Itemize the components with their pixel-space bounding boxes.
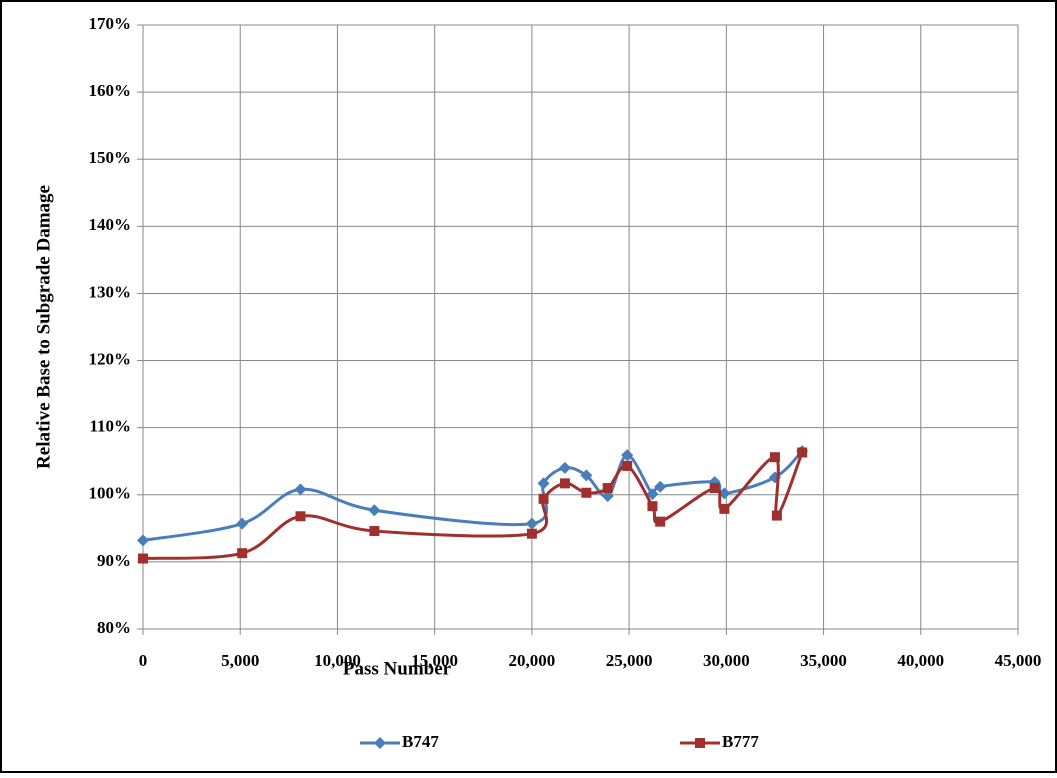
marker — [526, 528, 537, 539]
y-tick-label: 90% — [97, 551, 131, 570]
marker — [719, 503, 730, 514]
series-line — [142, 451, 804, 561]
marker — [559, 478, 570, 489]
y-tick-label: 160% — [89, 81, 132, 100]
marker — [295, 511, 306, 522]
marker — [525, 517, 538, 530]
marker — [647, 501, 658, 512]
marker — [655, 516, 666, 527]
x-tick-label: 10,000 — [314, 651, 361, 670]
marker — [646, 488, 659, 501]
x-tick-label: 20,000 — [509, 651, 556, 670]
marker — [374, 737, 386, 749]
y-axis-title: Relative Base to Subgrade Damage — [33, 185, 54, 469]
plot-border — [142, 24, 1019, 630]
y-tick-label: 150% — [89, 148, 132, 167]
marker — [769, 452, 780, 463]
x-tick-label: 25,000 — [606, 651, 653, 670]
marker — [538, 493, 549, 504]
marker — [601, 490, 614, 503]
y-tick-label: 130% — [89, 282, 132, 301]
marker — [537, 477, 550, 490]
marker — [718, 487, 731, 500]
y-tick-label: 140% — [89, 215, 132, 234]
y-tick-label: 100% — [89, 484, 132, 503]
y-tick-label: 120% — [89, 349, 132, 368]
marker — [602, 483, 613, 494]
marker — [580, 469, 593, 482]
marker — [137, 534, 149, 547]
marker — [558, 461, 571, 474]
y-tick-label: 110% — [89, 417, 131, 436]
x-axis-title: Pass Number — [343, 658, 452, 679]
x-tick-label: 40,000 — [897, 651, 944, 670]
marker — [797, 447, 808, 458]
marker — [138, 553, 148, 564]
marker — [236, 517, 249, 530]
x-tick-label: 15,000 — [411, 651, 458, 670]
y-tick-label: 80% — [97, 618, 131, 637]
x-tick-label: 0 — [139, 651, 148, 670]
marker — [621, 449, 634, 462]
marker — [622, 460, 633, 471]
x-tick-label: 35,000 — [800, 651, 847, 670]
marker — [294, 483, 307, 496]
y-tick-label: 170% — [89, 14, 132, 33]
marker — [695, 738, 705, 748]
marker — [237, 548, 248, 559]
marker — [709, 483, 720, 494]
marker — [581, 487, 592, 498]
marker — [369, 526, 380, 537]
x-tick-label: 45,000 — [995, 651, 1042, 670]
legend-label: B777 — [722, 732, 759, 751]
legend-label: B747 — [402, 732, 439, 751]
marker — [654, 480, 667, 493]
x-tick-label: 30,000 — [703, 651, 750, 670]
marker — [368, 504, 381, 517]
x-tick-label: 5,000 — [221, 651, 259, 670]
marker — [771, 510, 782, 521]
